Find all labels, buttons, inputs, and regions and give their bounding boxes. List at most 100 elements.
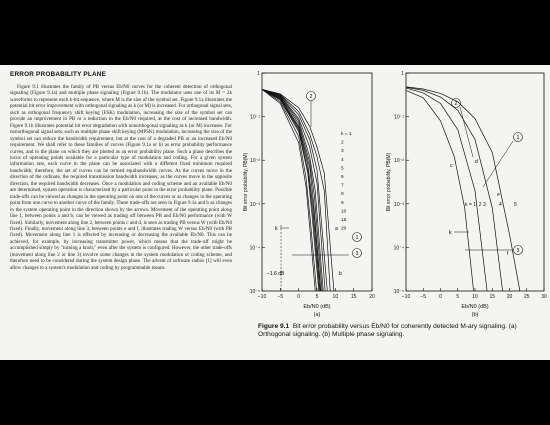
textbook-page: ERROR PROBABILITY PLANE Figure 9.1 illus… [0, 65, 550, 360]
panel-a-series-line [261, 89, 321, 292]
line-3-marker [352, 248, 362, 258]
text-column: ERROR PROBABILITY PLANE Figure 9.1 illus… [10, 71, 232, 271]
panel-a-series-label: 6 [341, 174, 344, 180]
panel-b-frame [405, 72, 545, 292]
panel-a-xtick-label: 20 [369, 294, 375, 300]
panel-a-xtick-label: 5 [316, 294, 319, 300]
panel-a-xtick-label: 0 [297, 294, 300, 300]
panel-b-xtick-label: 20 [507, 294, 513, 300]
panel-a-series-label: 3 [341, 148, 344, 154]
panel-a-series-label: 8 [341, 191, 344, 197]
panel-b-k-label: k [449, 230, 452, 236]
panel-b-xtick-label: 10 [472, 294, 478, 300]
figure-caption-text: Bit error probability versus Eb/N0 for c… [258, 323, 517, 339]
pb-line-1-marker [513, 132, 523, 142]
panel-a-series-line [261, 89, 320, 292]
panel-b-xtick-label: −10 [402, 294, 411, 300]
panel-a-series-label: 5 [341, 165, 344, 171]
panel-a-xtick-label: −5 [277, 294, 283, 300]
figure-label: Figure 9.1 [258, 323, 290, 330]
line-3-label: 3 [356, 251, 359, 257]
panel-b-ylabel: Bit error probability, PB(M) [386, 152, 392, 211]
panel-a-ytick-label: 10⁻² [250, 158, 260, 164]
panel-b-series-label: k = 1, 2 [465, 202, 482, 208]
point-e-label: e [497, 192, 500, 198]
panel-a-series-line [261, 89, 331, 292]
panel-a-series-label: 10 [341, 208, 347, 214]
panel-b-series-label: 5 [514, 202, 517, 208]
panel-b-xtick-label: −5 [420, 294, 426, 300]
panel-b-ytick-label: 10⁻³ [394, 202, 404, 208]
panel-a-xtick-label: 15 [351, 294, 357, 300]
line-2-marker [306, 91, 316, 101]
panel-b-series-line [405, 86, 503, 292]
point-f-label: f [507, 251, 509, 257]
panel-b-xtick-label: 25 [524, 294, 530, 300]
pb-line-3-marker [513, 245, 523, 255]
panel-b-ytick-label: 10⁻⁴ [394, 245, 404, 251]
line-2-label: 2 [310, 94, 313, 100]
panel-b-xtick-label: 30 [541, 294, 547, 300]
panel-b-xlabel: Eb/N0 (dB) [461, 304, 488, 310]
panel-a-series-line [261, 89, 316, 292]
panel-a-ytick-label: 10⁻¹ [250, 115, 260, 121]
line-1-label: 1 [356, 235, 359, 241]
point-d-label: d [475, 159, 478, 165]
panel-a-series-line [261, 89, 320, 292]
panel-a-series-label: 20 [341, 226, 347, 232]
pb-line-2-arrow [459, 106, 474, 158]
panel-a-ytick-label: 10⁻⁵ [250, 289, 260, 295]
panel-b-ytick-label: 10⁻¹ [394, 115, 404, 121]
panel-b-xtick-label: 0 [439, 294, 442, 300]
panel-a-series-line [261, 89, 322, 292]
panel-b-series-line [405, 90, 474, 292]
panel-b-ytick-label: 1 [401, 71, 404, 77]
panel-a-series-line [261, 89, 326, 292]
panel-b-annotations: 2 1 3 k c d e f [449, 98, 523, 257]
panel-a-xtick-label: −10 [258, 294, 267, 300]
figure-caption: Figure 9.1 Bit error probability versus … [258, 323, 548, 340]
panel-a-series-label: 15 [341, 217, 347, 223]
panel-a-series-label: k = 1 [341, 131, 352, 137]
panel-a-series-line [261, 89, 335, 292]
panel-a-series-label: 2 [341, 140, 344, 146]
figure-9-1: k = 1 2 3 4 5 6 7 8 9 10 15 20 1 10⁻¹ 10⁻² 10⁻³ 10⁻⁴ 10⁻… [237, 65, 550, 360]
panel-a-series-line [261, 89, 323, 292]
panel-a-k-label: k [275, 226, 278, 232]
panel-a-series-label: 9 [341, 200, 344, 206]
pb-line-1-label: 1 [517, 135, 520, 141]
point-a-label: a [335, 226, 338, 232]
panel-a-series-label: 7 [341, 183, 344, 189]
panel-b-series-line [405, 86, 521, 292]
point-c-label: c [450, 163, 453, 169]
panel-a-ytick-label: 10⁻⁴ [250, 245, 260, 251]
panel-b-series-label: 3 [483, 202, 486, 208]
panel-b-xtick-label: 15 [489, 294, 495, 300]
panel-a-curves: k = 1 2 3 4 5 6 7 8 9 10 15 20 [261, 89, 352, 292]
pb-line-3-label: 3 [517, 248, 520, 254]
panel-a-ytick-label: 1 [257, 71, 260, 77]
section-body: Figure 9.1 illustrates the family of PB … [10, 84, 232, 271]
panel-a-xtick-label: 10 [333, 294, 339, 300]
panel-a-ylabel: Bit error probability, PB(M) [243, 152, 249, 211]
panel-a-xlabel: Eb/N0 (dB) [303, 304, 330, 310]
panel-b-series-line [405, 87, 488, 292]
panel-b-series-label: 4 [499, 202, 502, 208]
pb-line-2-marker [451, 98, 461, 108]
point-b-label: b [339, 271, 342, 277]
panel-a-series-label: 4 [341, 157, 344, 163]
pb-line-1-arrow [482, 140, 514, 188]
panel-b-xtick-label: 5 [456, 294, 459, 300]
panel-a-id: (a) [314, 312, 321, 318]
panel-a-ytick-label: 10⁻³ [250, 202, 260, 208]
section-title: ERROR PROBABILITY PLANE [10, 71, 107, 78]
panel-b-ytick-label: 10⁻⁵ [394, 289, 404, 295]
line-1-marker [352, 232, 362, 242]
panel-a-series-line [261, 89, 324, 292]
panel-a-series-line [261, 89, 328, 292]
panel-b-ytick-label: 10⁻² [394, 158, 404, 164]
